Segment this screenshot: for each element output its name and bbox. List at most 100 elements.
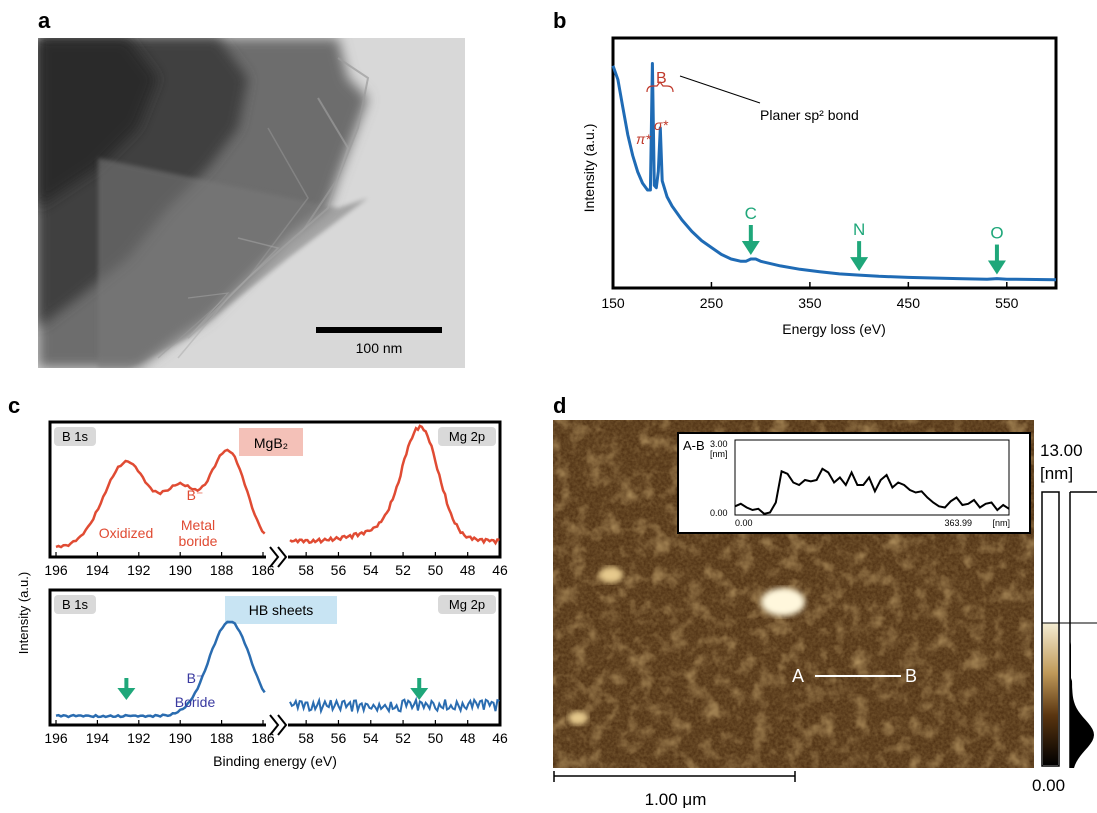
afm-colorbar-min: 0.00: [1032, 776, 1066, 795]
eels-edge-arrow-head: [987, 260, 1006, 275]
afm-line-label-a: A: [792, 666, 804, 686]
xps-x-tick-label: 56: [331, 562, 347, 578]
eels-edge-arrow-head: [850, 257, 869, 272]
afm-height-histogram: [1070, 492, 1094, 768]
xps-top-axis-break: [266, 543, 288, 571]
xps-top-badge-b1s: [54, 427, 96, 446]
xps-marker-arrow-head: [117, 688, 136, 700]
xps-top-b1s-curve: [55, 448, 266, 549]
afm-inset-xmax: 363.99: [944, 518, 972, 528]
eels-edge-arrow-head: [741, 241, 760, 255]
eels-pi-label: π*: [636, 131, 651, 147]
xps-x-tick-label: 54: [363, 562, 379, 578]
xps-bottom-badge-mg2p: [438, 595, 496, 614]
xps-top-metal: Metal: [181, 517, 215, 533]
xps-bottom-mg2p-curve: [289, 696, 500, 715]
eels-sigma-label: σ*: [654, 117, 668, 133]
xps-bottom-badge-b1s: [54, 595, 96, 614]
afm-scale-bar-label: 1.00 μm: [644, 790, 707, 809]
tem-scale-bar: [316, 327, 442, 333]
xps-x-tick-label: 192: [127, 730, 151, 746]
panel-label-c: c: [8, 393, 21, 418]
afm-bright-particle: [761, 588, 805, 616]
afm-scale-bar: [553, 771, 796, 782]
xps-x-tick-label: 190: [169, 562, 193, 578]
xps-x-tick-label: 192: [127, 562, 151, 578]
xps-bottom-boride: Boride: [175, 694, 216, 710]
eels-series-line: [611, 62, 1057, 282]
xps-top-boride: boride: [179, 533, 218, 549]
xps-bottom-bminus: B⁻: [187, 670, 204, 686]
afm-profile-inset: A-B 3.00 [nm] 0.00 0.00 363.99 [nm]: [677, 432, 1031, 534]
xps-top-mg2p-curve: [289, 424, 500, 546]
xps-x-tick-label: 196: [44, 730, 68, 746]
xps-x-tick-label: 190: [169, 730, 193, 746]
xps-x-tick-label: 56: [331, 730, 347, 746]
xps-x-tick-label: 52: [395, 562, 411, 578]
xps-y-axis-title: Intensity (a.u.): [16, 572, 31, 654]
xps-top-badge-mg2p-label: Mg 2p: [449, 429, 485, 444]
eels-plot-frame: [611, 36, 1058, 290]
panel-label-a: a: [38, 8, 51, 33]
eels-annotation-leader: [679, 75, 761, 104]
eels-peak-brace: [646, 81, 674, 93]
eels-x-tick-label: 350: [798, 295, 822, 311]
xps-top-oxidized: Oxidized: [99, 525, 153, 541]
xps-bottom-badge-b1s-label: B 1s: [62, 597, 89, 612]
afm-inset-yunit: [nm]: [710, 449, 728, 459]
xps-top-title: MgB₂: [254, 435, 288, 451]
xps-top-title-box: [239, 428, 303, 456]
eels-chart: 150 250 350 450 550 Energy loss (eV) Intensi…: [581, 36, 1058, 337]
afm-inset-xmin: 0.00: [735, 518, 753, 528]
xps-x-tick-label: 46: [492, 562, 508, 578]
xps-x-tick-label: 50: [428, 730, 444, 746]
xps-chart: Intensity (a.u.) B 1s Mg 2p MgB₂ B⁻ Oxid…: [16, 420, 508, 769]
xps-x-tick-label: 186: [251, 562, 275, 578]
xps-bottom-axis-break: [266, 711, 288, 739]
afm-line-label-b: B: [905, 666, 917, 686]
xps-x-tick-label: 186: [251, 730, 275, 746]
xps-x-tick-label: 194: [86, 730, 110, 746]
afm-colorbar: [1041, 491, 1097, 768]
xps-x-tick-label: 50: [428, 562, 444, 578]
xps-x-tick-label: 48: [460, 562, 476, 578]
afm-colorbar-unit: [nm]: [1040, 464, 1074, 483]
eels-x-axis-title: Energy loss (eV): [782, 321, 885, 337]
afm-inset-xunit: [nm]: [992, 518, 1010, 528]
panel-label-d: d: [553, 393, 567, 418]
xps-bottom-title: HB sheets: [249, 602, 314, 618]
tem-scale-bar-label: 100 nm: [355, 340, 403, 356]
eels-x-tick-label: 150: [601, 295, 625, 311]
xps-x-tick-label: 194: [86, 562, 110, 578]
xps-marker-arrow-head: [410, 688, 429, 700]
xps-bottom-badge-mg2p-label: Mg 2p: [449, 597, 485, 612]
tem-image: 100 nm: [38, 38, 465, 368]
xps-bottom-b1s-curve: [55, 620, 266, 719]
xps-x-tick-label: 58: [298, 730, 314, 746]
panel-label-b: b: [553, 8, 567, 33]
xps-x-tick-label: 54: [363, 730, 379, 746]
afm-inset-ymax: 3.00: [710, 439, 728, 449]
eels-edge-label-o: O: [990, 224, 1003, 243]
afm-colorbar-max: 13.00: [1040, 441, 1083, 460]
afm-profile-curve: [734, 467, 1010, 515]
eels-annotation: Planer sp² bond: [760, 107, 859, 123]
xps-x-tick-label: 46: [492, 730, 508, 746]
xps-x-tick-label: 52: [395, 730, 411, 746]
xps-top-badge-mg2p: [438, 427, 496, 446]
xps-top-bminus: B⁻: [187, 487, 204, 503]
afm-image: A B A-B 3.00 [nm] 0.00 0.00 363.99 [nm]: [553, 420, 1034, 768]
xps-x-axis-title: Binding energy (eV): [213, 753, 337, 769]
afm-inset-title: A-B: [683, 438, 705, 453]
eels-x-tick-label: 250: [700, 295, 724, 311]
xps-x-tick-label: 58: [298, 562, 314, 578]
xps-x-tick-label: 196: [44, 562, 68, 578]
xps-x-tick-label: 188: [210, 562, 234, 578]
xps-top-badge-b1s-label: B 1s: [62, 429, 89, 444]
xps-x-tick-label: 48: [460, 730, 476, 746]
eels-peak-group-label: B: [656, 70, 667, 87]
eels-edge-label-n: N: [853, 220, 865, 239]
eels-edge-label-c: C: [745, 204, 757, 223]
eels-x-tick-label: 550: [995, 295, 1019, 311]
afm-inset-ymin: 0.00: [710, 508, 728, 518]
